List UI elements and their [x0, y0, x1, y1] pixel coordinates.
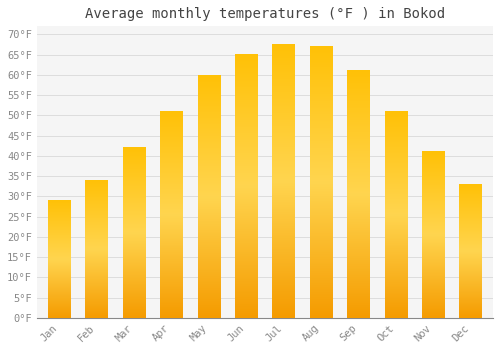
- Title: Average monthly temperatures (°F ) in Bokod: Average monthly temperatures (°F ) in Bo…: [85, 7, 445, 21]
